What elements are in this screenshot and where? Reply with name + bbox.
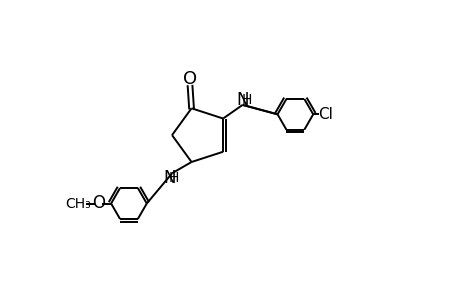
Text: Cl: Cl [318, 107, 332, 122]
Text: N: N [236, 91, 249, 109]
Text: O: O [183, 70, 197, 88]
Text: O: O [92, 194, 105, 212]
Text: N: N [162, 169, 175, 188]
Text: CH₃: CH₃ [65, 196, 91, 211]
Text: H: H [168, 172, 179, 185]
Text: H: H [241, 93, 251, 107]
